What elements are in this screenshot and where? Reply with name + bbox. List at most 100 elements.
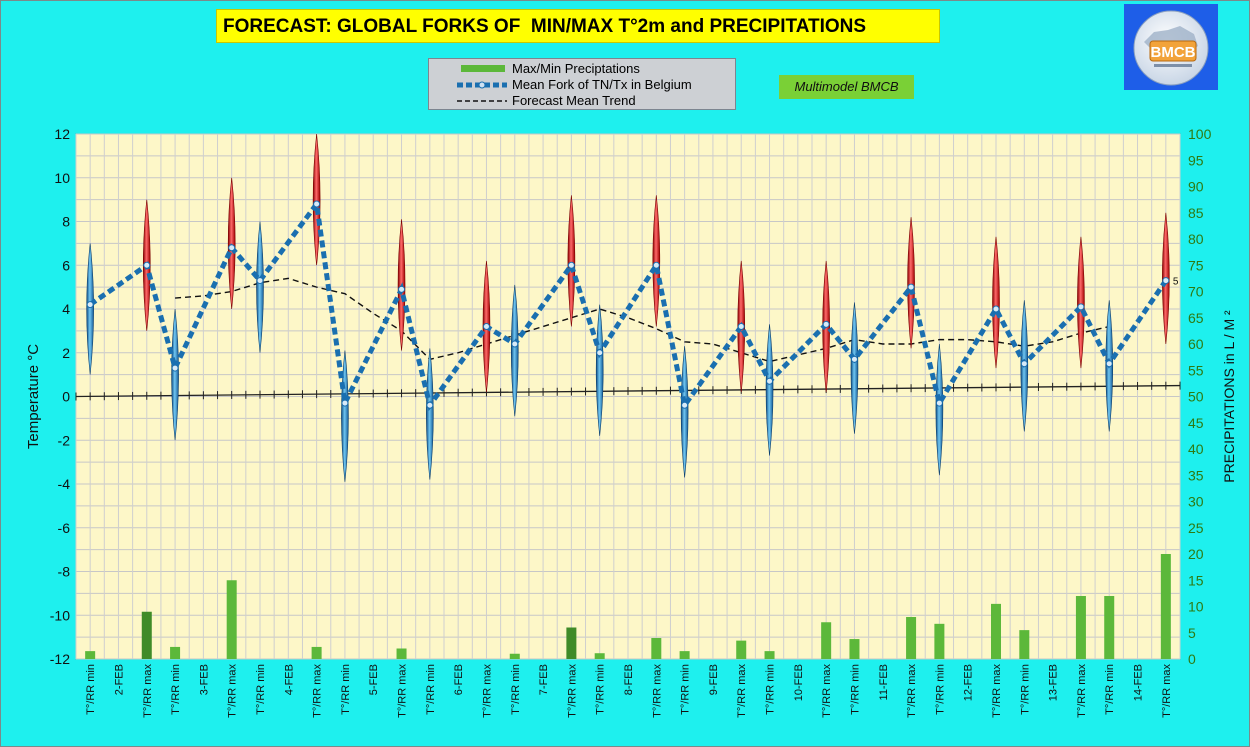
x-category-label: 4-FEB [283, 664, 295, 695]
mean-fork-point [567, 261, 575, 269]
chart-title: FORECAST: GLOBAL FORKS OF MIN/MAX T°2m a… [216, 9, 940, 43]
precip-bar [141, 611, 152, 659]
x-category-label: T°/RR min [85, 664, 97, 715]
x-category-label: T°/RR min [1104, 664, 1116, 715]
y2-tick-label: 25 [1188, 520, 1204, 536]
fork-max [992, 236, 1000, 369]
y2-tick-label: 60 [1188, 336, 1204, 352]
precip-bar [679, 651, 690, 659]
y2-tick-label: 45 [1188, 415, 1204, 431]
precip-bar [991, 603, 1001, 659]
y-tick-label: 2 [62, 345, 70, 361]
y-tick-label: 0 [62, 389, 70, 405]
y-tick-label: -12 [50, 651, 70, 667]
y2-tick-label: 50 [1188, 389, 1204, 405]
y-tick-label: 8 [62, 214, 70, 230]
mean-fork-point [86, 301, 94, 309]
x-category-label: T°/RR max [906, 664, 918, 718]
x-category-label: T°/RR max [142, 664, 154, 718]
x-category-label: T°/RR max [312, 664, 324, 718]
precip-bar [1104, 596, 1115, 659]
y2-tick-label: 15 [1188, 572, 1204, 588]
fork-min [86, 243, 94, 375]
precip-bar [849, 639, 860, 659]
x-category-label: 13-FEB [1048, 664, 1060, 701]
y-axis-title: Temperature °C [25, 344, 42, 449]
bmcb-logo-icon: BMCB [1133, 10, 1209, 86]
mean-fork-point [143, 261, 151, 269]
x-category-label: 14-FEB [1133, 664, 1145, 701]
mean-fork-point [737, 323, 745, 330]
legend-label: Mean Fork of TN/Tx in Belgium [512, 77, 692, 92]
x-category-label: 12-FEB [963, 664, 975, 701]
mean-fork-point [228, 244, 236, 252]
precip-bar [170, 646, 181, 659]
x-category-label: T°/RR min [849, 664, 861, 715]
y2-tick-label: 35 [1188, 467, 1204, 483]
mean-fork-point [256, 277, 264, 285]
mean-fork-point [1105, 360, 1113, 368]
fork-min [765, 324, 774, 456]
x-category-label: T°/RR max [227, 664, 239, 718]
mean-fork-point [1077, 303, 1085, 311]
precip-bar [1160, 554, 1171, 659]
mean-fork-point [482, 323, 490, 330]
x-category-label: T°/RR max [397, 664, 409, 718]
mean-fork-point [822, 320, 830, 328]
y-tick-label: -8 [58, 564, 71, 580]
fork-min [510, 284, 519, 417]
fork-max [1077, 236, 1085, 369]
legend-label: Max/Min Preciptations [512, 61, 640, 76]
x-category-label: T°/RR min [340, 664, 352, 715]
precip-bar [594, 653, 605, 659]
fork-max [652, 195, 661, 327]
x-category-label: T°/RR max [736, 664, 748, 718]
mean-fork-point [341, 399, 349, 407]
x-category-label: 6-FEB [453, 664, 465, 695]
x-category-label: T°/RR min [255, 664, 267, 715]
x-category-label: 9-FEB [708, 664, 720, 695]
x-category-label: T°/RR min [595, 664, 607, 715]
y2-tick-label: 85 [1188, 205, 1204, 221]
x-category-label: T°/RR max [991, 664, 1003, 718]
y2-tick-label: 95 [1188, 152, 1204, 168]
x-category-label: 5-FEB [368, 664, 380, 695]
x-category-label: T°/RR max [651, 664, 663, 718]
fork-max [567, 195, 576, 327]
fork-min [256, 221, 264, 353]
precip-bar [226, 580, 237, 659]
y2-tick-label: 75 [1188, 257, 1204, 273]
y2-tick-label: 90 [1188, 179, 1204, 195]
x-category-label: T°/RR max [1076, 664, 1088, 718]
chart-legend: Max/Min Preciptations Mean Fork of TN/Tx… [428, 58, 736, 110]
mean-fork-point [907, 283, 915, 291]
x-category-label: T°/RR min [425, 664, 437, 715]
precip-bar [509, 653, 520, 659]
precip-bar [85, 651, 96, 659]
mean-fork-point [850, 355, 858, 363]
x-category-label: T°/RR min [680, 664, 692, 715]
fork-max [227, 177, 236, 310]
mean-fork-line [88, 197, 1168, 412]
mean-fork-point [935, 399, 943, 407]
y2-tick-label: 0 [1188, 651, 1196, 667]
mean-fork-point [313, 200, 321, 208]
mean-fork-point [171, 364, 179, 372]
precip-bar [934, 623, 945, 659]
y2-tick-label: 10 [1188, 599, 1204, 615]
mean-fork-point [766, 377, 774, 385]
x-category-label: T°/RR max [1161, 664, 1173, 718]
mean-fork-point [652, 261, 660, 269]
y2-axis-title: PRECIPITATIONS in L / M ² [1221, 310, 1237, 483]
y-tick-label: 6 [62, 257, 70, 273]
precip-bar [764, 651, 775, 659]
y2-tick-label: 5 [1188, 625, 1196, 641]
mean-fork-point [511, 340, 519, 348]
precip-bar [566, 627, 577, 659]
x-category-label: 8-FEB [623, 664, 635, 695]
legend-label: Forecast Mean Trend [512, 93, 636, 108]
x-category-label: T°/RR max [821, 664, 833, 718]
fork-min [426, 348, 434, 480]
precip-bar [651, 638, 662, 659]
